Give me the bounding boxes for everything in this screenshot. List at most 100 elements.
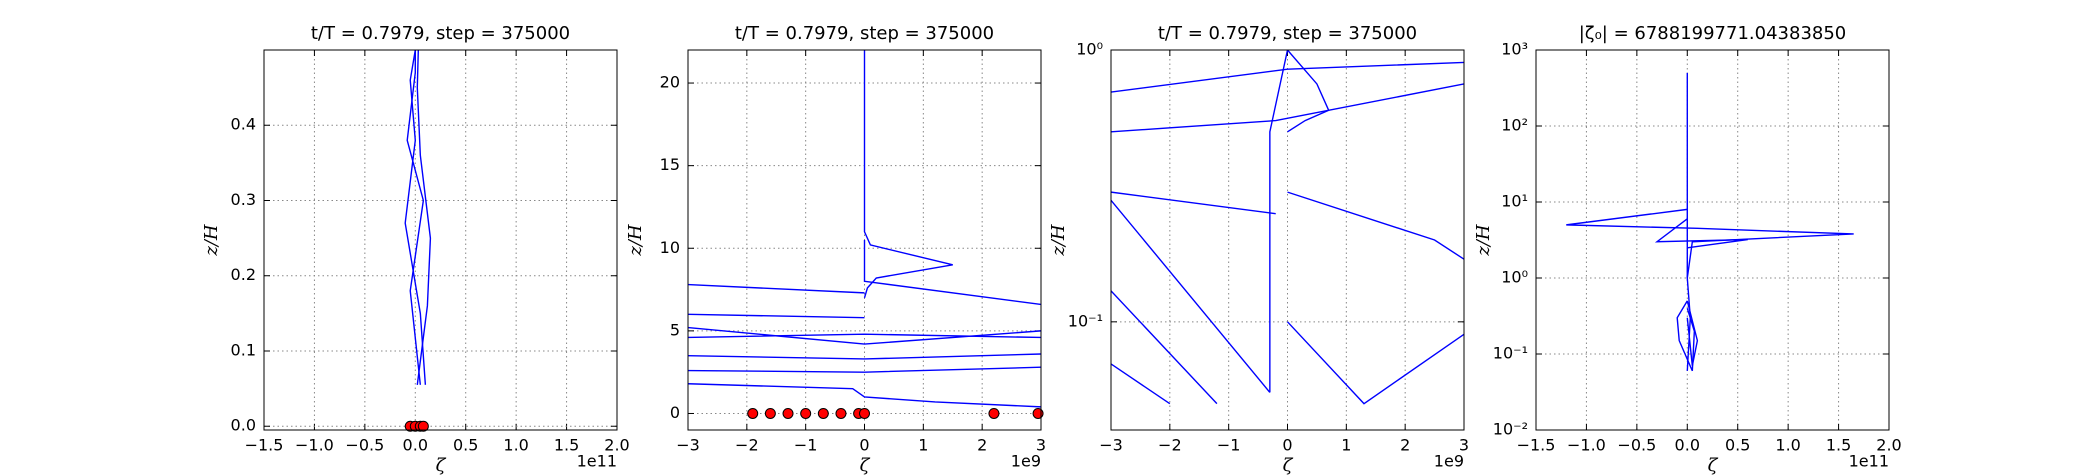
chart-title: |ζ₀| = 6788199771.04383850 bbox=[1579, 23, 1847, 44]
line bbox=[1111, 61, 1464, 93]
x-tick-label: 0.0 bbox=[1675, 436, 1700, 455]
line bbox=[688, 313, 865, 319]
x-axis-label: ζ bbox=[1708, 455, 1719, 475]
x-tick-label: −2 bbox=[735, 436, 759, 455]
x-tick-label: −0.5 bbox=[1617, 436, 1656, 455]
x-tick-label: 0.5 bbox=[453, 436, 478, 455]
marker bbox=[747, 407, 759, 419]
line bbox=[1111, 363, 1171, 405]
x-tick-label: 0 bbox=[1282, 436, 1292, 455]
line bbox=[1676, 300, 1696, 372]
x-axis-label: ζ bbox=[436, 455, 447, 475]
plot-area bbox=[404, 50, 432, 385]
chart-title: t/T = 0.7979, step = 375000 bbox=[1158, 23, 1417, 44]
marker bbox=[988, 407, 1000, 419]
x-tick-label: 2.0 bbox=[604, 436, 629, 455]
line bbox=[688, 353, 1041, 360]
y-tick-label: 0 bbox=[670, 403, 680, 422]
axes-frame bbox=[1110, 49, 1465, 431]
x-tick-label: −3 bbox=[1099, 436, 1123, 455]
marker bbox=[782, 407, 794, 419]
line bbox=[404, 50, 427, 385]
y-tick-label: 0.3 bbox=[231, 190, 256, 209]
x-tick-label: −1.0 bbox=[295, 436, 334, 455]
chart-title: t/T = 0.7979, step = 375000 bbox=[311, 23, 570, 44]
y-tick-label: 10⁻² bbox=[1493, 420, 1528, 439]
chart-title: t/T = 0.7979, step = 375000 bbox=[735, 23, 994, 44]
y-axis-label: z/H bbox=[1048, 224, 1069, 257]
marker bbox=[817, 407, 829, 419]
y-axis-label: z/H bbox=[201, 224, 222, 257]
x-tick-label: 2 bbox=[977, 436, 987, 455]
marker bbox=[1032, 407, 1044, 419]
marker bbox=[417, 420, 429, 432]
axes-frame bbox=[687, 49, 1042, 431]
x-tick-label: 1.0 bbox=[1775, 436, 1800, 455]
x-offset-text: 1e11 bbox=[1849, 452, 1889, 471]
line bbox=[688, 326, 1041, 345]
line bbox=[1111, 83, 1464, 133]
line bbox=[1287, 191, 1464, 260]
y-tick-label: 20 bbox=[660, 73, 680, 92]
y-tick-label: 0.0 bbox=[231, 416, 256, 435]
x-tick-label: 3 bbox=[1459, 436, 1469, 455]
line bbox=[1566, 208, 1854, 279]
x-tick-label: 1 bbox=[1341, 436, 1351, 455]
line bbox=[688, 383, 1041, 408]
line bbox=[688, 366, 1041, 373]
y-axis-label: z/H bbox=[1473, 224, 1494, 257]
line bbox=[1286, 321, 1464, 405]
x-axis-label: ζ bbox=[860, 455, 871, 475]
line bbox=[688, 333, 1041, 339]
x-tick-label: −0.5 bbox=[345, 436, 384, 455]
x-tick-label: −1 bbox=[794, 436, 818, 455]
y-tick-label: 10⁻¹ bbox=[1493, 344, 1528, 363]
y-tick-label: 10 bbox=[660, 238, 680, 257]
line bbox=[1111, 191, 1276, 215]
marker bbox=[800, 407, 812, 419]
line bbox=[1111, 290, 1218, 405]
y-tick-label: 5 bbox=[670, 320, 680, 339]
line bbox=[863, 50, 953, 299]
y-tick-label: 10¹ bbox=[1501, 192, 1528, 211]
y-tick-label: 10⁻¹ bbox=[1068, 311, 1103, 330]
x-tick-label: 2 bbox=[1400, 436, 1410, 455]
x-tick-label: 1.5 bbox=[1826, 436, 1851, 455]
x-tick-label: 0 bbox=[859, 436, 869, 455]
line bbox=[1269, 50, 1289, 393]
y-axis-label: z/H bbox=[625, 224, 646, 257]
x-tick-label: 2.0 bbox=[1876, 436, 1901, 455]
line bbox=[688, 283, 865, 294]
line bbox=[406, 50, 425, 385]
x-offset-text: 1e9 bbox=[1434, 452, 1464, 471]
x-tick-label: −1.5 bbox=[1517, 436, 1556, 455]
y-tick-label: 15 bbox=[660, 155, 680, 174]
line bbox=[416, 50, 432, 385]
y-tick-label: 10² bbox=[1501, 116, 1528, 135]
y-tick-label: 10⁰ bbox=[1501, 268, 1528, 287]
plot-area bbox=[1111, 50, 1464, 405]
x-tick-label: 3 bbox=[1036, 436, 1046, 455]
axes-frame bbox=[1535, 49, 1890, 431]
x-axis-label: ζ bbox=[1283, 455, 1294, 475]
marker bbox=[764, 407, 776, 419]
x-tick-label: 1.5 bbox=[554, 436, 579, 455]
marker bbox=[835, 407, 847, 419]
axes-frame bbox=[263, 49, 618, 431]
x-tick-label: 0.5 bbox=[1725, 436, 1750, 455]
y-tick-label: 0.2 bbox=[231, 265, 256, 284]
y-tick-label: 0.4 bbox=[231, 115, 256, 134]
line bbox=[1654, 218, 1748, 249]
x-offset-text: 1e11 bbox=[577, 452, 617, 471]
line bbox=[1286, 50, 1330, 133]
y-tick-label: 10³ bbox=[1501, 40, 1528, 59]
x-tick-label: 1.0 bbox=[503, 436, 528, 455]
line bbox=[1686, 300, 1699, 366]
y-tick-label: 0.1 bbox=[231, 340, 256, 359]
x-tick-label: −2 bbox=[1158, 436, 1182, 455]
x-tick-label: −3 bbox=[676, 436, 700, 455]
x-tick-label: 0.0 bbox=[403, 436, 428, 455]
plot-area bbox=[688, 50, 1041, 408]
